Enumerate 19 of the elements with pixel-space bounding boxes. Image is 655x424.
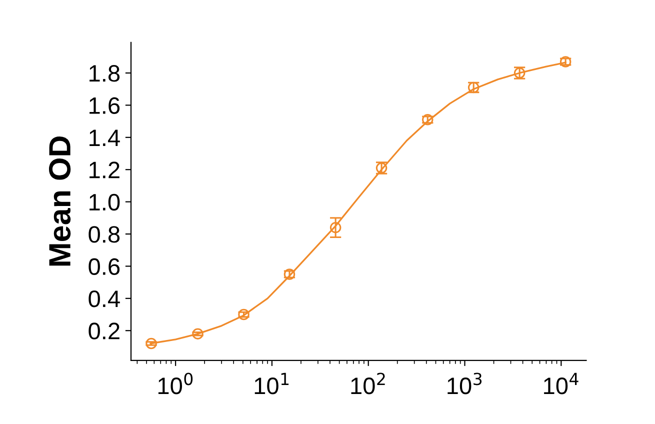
- y-tick-label: 0.4: [88, 290, 120, 308]
- point: [146, 338, 157, 350]
- y-tick-label: 1.2: [90, 162, 120, 178]
- x-tick-label: 10$^{1}$: [254, 372, 289, 394]
- x-tick-label: 10$^{2}$: [351, 372, 385, 394]
- point: [192, 328, 204, 340]
- y-tick-label: 0.8: [88, 226, 120, 243]
- x-tick-label: 10$^{0}$: [158, 372, 193, 394]
- x-tick-label: 10$^{4}$: [544, 372, 578, 394]
- y-axis-title: Mean OD: [48, 136, 71, 266]
- point: [330, 222, 342, 234]
- y-tick-label: 1.8: [90, 65, 120, 82]
- y-tick-label: 0.2: [88, 322, 120, 340]
- y-tick-label: 0.6: [88, 258, 120, 275]
- y-tick-label: 1.6: [90, 97, 120, 114]
- x-tick-label: 10$^{3}$: [448, 372, 482, 394]
- point: [238, 308, 250, 320]
- y-tick-label: 1.0: [90, 194, 120, 211]
- y-tick-label: 1.4: [90, 130, 120, 146]
